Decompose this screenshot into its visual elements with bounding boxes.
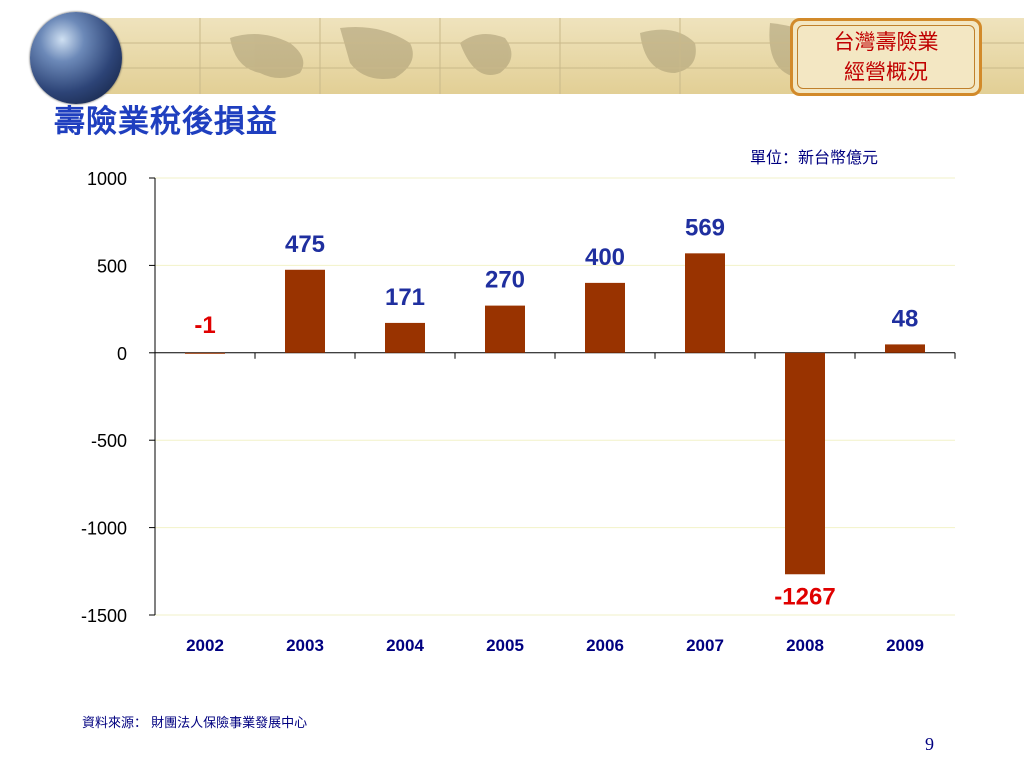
data-label: 569 [685,214,725,241]
x-tick-label: 2006 [586,636,624,655]
bar-2006 [585,282,625,353]
data-label: 475 [285,231,325,258]
unit-label: 單位：新台幣億元 [750,148,879,167]
y-tick-label: -500 [91,431,127,451]
y-tick-label: 500 [97,256,127,276]
data-label: 171 [385,284,425,311]
page-title: 壽險業稅後損益 [54,104,278,140]
globe-icon [30,12,122,104]
section-badge-inner: 台灣壽險業 經營概況 [797,25,975,89]
y-tick-label: -1500 [81,606,127,626]
y-tick-label: 0 [117,344,127,364]
bar-2008 [785,352,825,575]
x-tick-label: 2003 [286,636,324,655]
section-badge: 台灣壽險業 經營概況 [790,18,982,96]
source-note: 資料來源： 財團法人保險事業發展中心 [82,716,308,731]
bar-2003 [285,269,325,353]
data-label: -1 [194,312,215,339]
x-tick-label: 2008 [786,636,824,655]
bar-2009 [885,344,925,353]
bar-2002 [185,352,225,354]
badge-line-1: 台灣壽險業 [833,30,939,54]
data-label: 48 [892,305,919,332]
bar-2004 [385,322,425,353]
bar-2007 [685,253,725,353]
x-tick-label: 2002 [186,636,224,655]
x-tick-label: 2005 [486,636,524,655]
y-tick-label: -1000 [81,519,127,539]
data-label: 270 [485,267,525,294]
data-label: -1267 [774,583,835,610]
x-tick-label: 2004 [386,636,424,655]
badge-line-2: 經營概況 [844,60,928,84]
page-number: 9 [925,734,934,754]
bar-2005 [485,305,525,353]
x-tick-label: 2007 [686,636,724,655]
bar-chart: 1000 500 0 -500 -1000 -1500 -1 2002 475 2003 171 20… [81,169,956,655]
y-tick-label: 1000 [87,169,127,189]
x-tick-label: 2009 [886,636,924,655]
data-label: 400 [585,244,625,271]
